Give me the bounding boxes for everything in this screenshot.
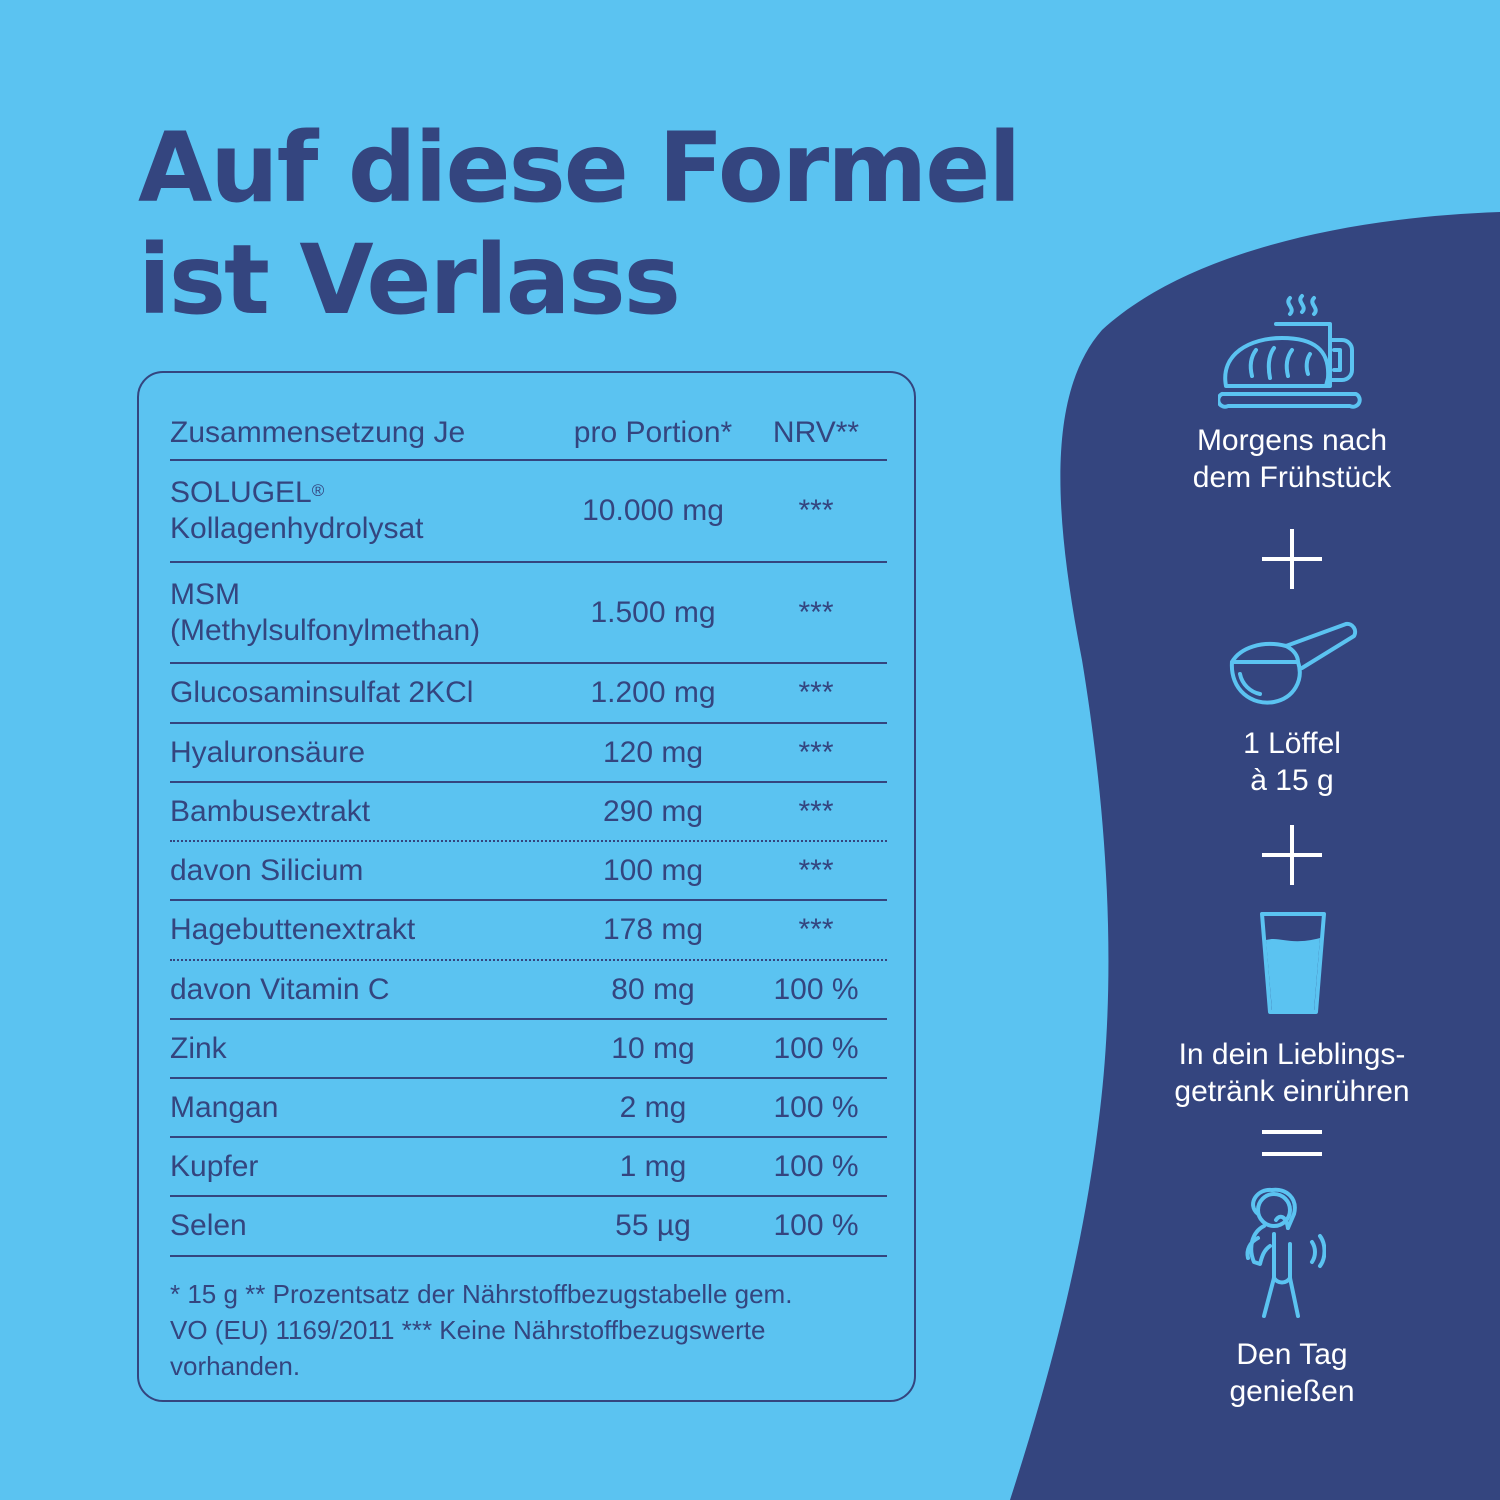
- headline-line-2: ist Verlass: [138, 224, 681, 336]
- amount: 1 mg: [619, 1149, 687, 1183]
- plus-icon: [1262, 529, 1322, 589]
- nrv: ***: [798, 494, 834, 527]
- registered-mark: ®: [311, 481, 325, 500]
- ingredient-name: Selen: [170, 1209, 247, 1242]
- nrv: 100 %: [773, 1090, 859, 1124]
- table-footnote: * 15 g ** Prozentsatz der Nährstoffbezug…: [170, 1279, 793, 1381]
- nrv: ***: [798, 676, 834, 709]
- header-nrv: NRV**: [772, 416, 860, 449]
- table-row: Mangan 2 mg 100 %: [170, 1079, 887, 1138]
- step-3-label: In dein Lieblings- getränk einrühren: [1174, 1038, 1410, 1108]
- step-1-label: Morgens nach dem Frühstück: [1192, 424, 1392, 494]
- ingredient-name: Glucosaminsulfat 2KCl: [170, 676, 474, 709]
- scoop-icon: [1229, 621, 1358, 705]
- table-row: Glucosaminsulfat 2KCl 1.200 mg ***: [170, 664, 887, 724]
- ingredient-name: Bambusextrakt: [170, 794, 371, 828]
- ingredient-name: davon Vitamin C: [170, 972, 390, 1006]
- table-header-row: Zusammensetzung Je pro Portion* NRV**: [170, 405, 887, 461]
- ingredient-name: Hagebuttenextrakt: [170, 913, 416, 946]
- ingredient-name: Mangan: [170, 1090, 279, 1124]
- nrv: ***: [798, 794, 834, 828]
- amount: 55 µg: [615, 1209, 691, 1242]
- amount: 120 mg: [602, 735, 704, 769]
- breakfast-icon: [1218, 294, 1362, 409]
- headline-line-1: Auf diese Formel: [138, 112, 1021, 224]
- amount: 1.200 mg: [590, 676, 716, 709]
- headline: Auf diese Formel ist Verlass: [138, 112, 1021, 336]
- ingredient-name: MSM (Methylsulfonylmethan): [170, 577, 481, 647]
- table-row: SOLUGEL® Kollagenhydrolysat 10.000 mg **…: [170, 461, 887, 563]
- table-row: Zink 10 mg 100 %: [170, 1020, 887, 1079]
- nrv: 100 %: [773, 1149, 859, 1183]
- nrv: 100 %: [773, 1209, 859, 1242]
- table-row: Hyaluronsäure 120 mg ***: [170, 724, 887, 783]
- nrv: ***: [798, 595, 834, 629]
- header-name: Zusammensetzung Je: [170, 416, 466, 449]
- table-row: davon Vitamin C 80 mg 100 %: [170, 961, 887, 1020]
- amount: 100 mg: [602, 853, 704, 887]
- table-row: davon Silicium 100 mg ***: [170, 842, 887, 901]
- nrv: ***: [798, 913, 834, 946]
- nrv: 100 %: [773, 972, 859, 1006]
- step-4-label: Den Tag genießen: [1229, 1338, 1355, 1408]
- table-row: Kupfer 1 mg 100 %: [170, 1138, 887, 1197]
- nutrition-table-card: [137, 371, 916, 1402]
- table-row: Selen 55 µg 100 %: [170, 1197, 887, 1257]
- amount: 10 mg: [611, 1031, 695, 1065]
- amount: 178 mg: [602, 913, 704, 946]
- ingredient-name: davon Silicium: [170, 853, 364, 887]
- amount: 1.500 mg: [590, 595, 716, 629]
- ingredient-name: Hyaluronsäure: [170, 735, 366, 769]
- equals-icon: [1262, 1130, 1322, 1156]
- ingredient-name: Kupfer: [170, 1149, 259, 1183]
- amount: 290 mg: [602, 794, 704, 828]
- step-2-label: 1 Löffel à 15 g: [1243, 727, 1341, 797]
- nutrition-table: Zusammensetzung Je pro Portion* NRV** SO…: [170, 405, 887, 1257]
- ingredient-name: SOLUGEL® Kollagenhydrolysat: [170, 476, 424, 545]
- nrv: ***: [798, 853, 834, 887]
- header-amount: pro Portion*: [573, 416, 733, 449]
- nrv: 100 %: [773, 1031, 859, 1065]
- table-row: MSM (Methylsulfonylmethan) 1.500 mg ***: [170, 563, 887, 664]
- plus-icon: [1262, 825, 1322, 885]
- glass-icon: [1260, 912, 1326, 1014]
- happy-person-icon: [1245, 1187, 1326, 1318]
- table-row: Hagebuttenextrakt 178 mg ***: [170, 901, 887, 961]
- amount: 10.000 mg: [582, 494, 724, 527]
- ingredient-name: Zink: [170, 1031, 227, 1065]
- amount: 2 mg: [619, 1090, 687, 1124]
- amount: 80 mg: [611, 972, 695, 1006]
- nrv: ***: [798, 735, 834, 769]
- table-row: Bambusextrakt 290 mg ***: [170, 783, 887, 842]
